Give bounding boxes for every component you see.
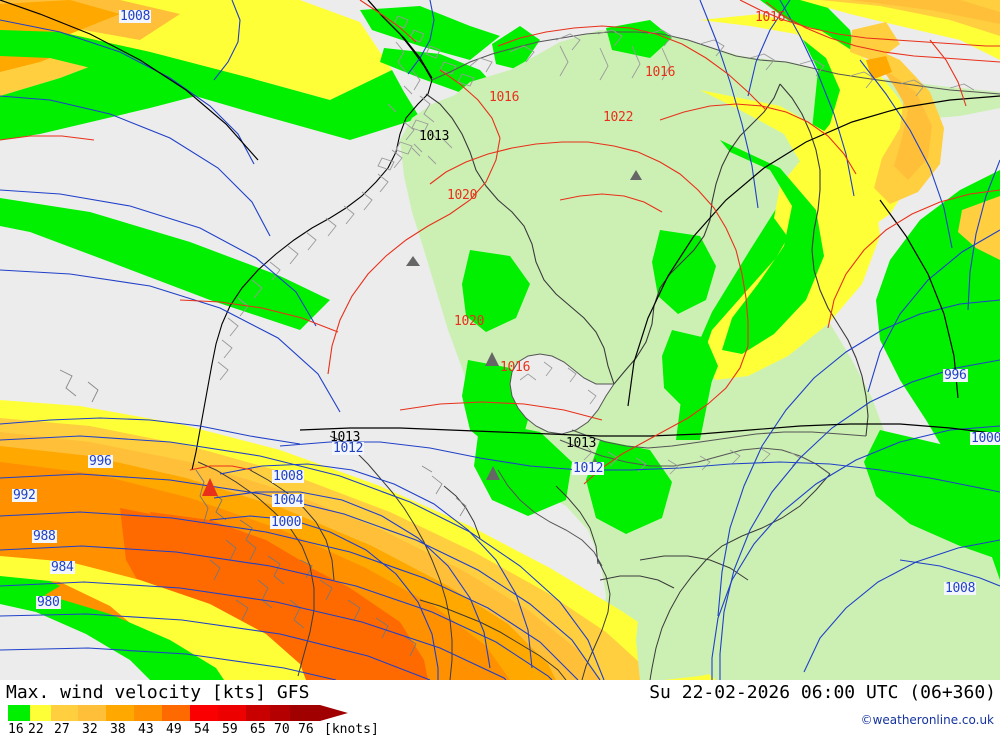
- legend-swatch: [8, 705, 30, 721]
- legend-tick: 65: [250, 722, 266, 737]
- isobar-label-1016-troms: 1016: [489, 90, 520, 105]
- legend-tick: 32: [82, 722, 98, 737]
- isobar-label-984: 984: [50, 560, 75, 575]
- isobar-label-1008-se: 1008: [944, 581, 977, 596]
- isobar-label-1008-dk: 1008: [272, 469, 305, 484]
- legend-tick: 22: [28, 722, 44, 737]
- legend-swatch: [162, 705, 190, 721]
- isobar-label-988: 988: [32, 529, 57, 544]
- product-title: Max. wind velocity [kts] GFS: [6, 682, 310, 703]
- isobar-label-1022: 1022: [603, 110, 634, 125]
- isobar-label-1016-ne: 1016: [755, 10, 786, 25]
- legend-tick: 27: [54, 722, 70, 737]
- map-footer: Max. wind velocity [kts] GFS Su 22-02-20…: [0, 680, 1000, 737]
- legend-arrow-tip: [290, 705, 348, 721]
- legend-tick: 16: [8, 722, 24, 737]
- valid-time-label: Su 22-02-2026 06:00 UTC (06+360): [649, 682, 996, 703]
- wind-speed-legend: 16 22 27 32 38 43 49 54 59 65 70 76 [knots]: [8, 705, 379, 737]
- legend-swatch: [134, 705, 162, 721]
- legend-tick: 54: [194, 722, 210, 737]
- isobar-label-1020-north: 1020: [447, 188, 478, 203]
- isobar-label-980: 980: [36, 595, 61, 610]
- isobar-label-1013-north: 1013: [419, 129, 450, 144]
- weather-map-canvas[interactable]: 1008 1016 1016 1016 1022 1013 1020 1020 …: [0, 0, 1000, 680]
- isobar-label-1012-east: 1012: [572, 461, 605, 476]
- map-graphics: [0, 0, 1000, 680]
- legend-unit-label: [knots]: [324, 722, 379, 737]
- isobar-label-1000-dk: 1000: [270, 515, 303, 530]
- legend-tick: 59: [222, 722, 238, 737]
- legend-color-bar: [8, 705, 348, 721]
- isobar-label-1013-west: 1013: [330, 430, 361, 445]
- legend-swatch: [106, 705, 134, 721]
- isobar-label-1004: 1004: [272, 493, 305, 508]
- legend-swatch: [30, 705, 51, 721]
- legend-swatch: [218, 705, 246, 721]
- isobar-label-1008-nw: 1008: [119, 9, 152, 24]
- legend-tick: 43: [138, 722, 154, 737]
- legend-swatch: [270, 705, 294, 721]
- isobar-label-1016-kola: 1016: [645, 65, 676, 80]
- legend-swatch: [246, 705, 270, 721]
- isobar-label-1020-south: 1020: [454, 314, 485, 329]
- legend-swatch: [78, 705, 106, 721]
- isobar-label-996-east: 996: [943, 368, 968, 383]
- legend-tick: 70: [274, 722, 290, 737]
- copyright-credit: ©weatheronline.co.uk: [860, 713, 994, 727]
- legend-swatch: [51, 705, 78, 721]
- isobar-label-1013-east: 1013: [566, 436, 597, 451]
- legend-swatch: [190, 705, 218, 721]
- legend-tick: 76: [298, 722, 314, 737]
- isobar-label-992: 992: [12, 488, 37, 503]
- isobar-label-1016-mid: 1016: [500, 360, 531, 375]
- isobar-label-1012-west: 1012: [332, 441, 365, 456]
- legend-tick: 49: [166, 722, 182, 737]
- isobar-label-1000-east: 1000: [970, 432, 1000, 445]
- legend-tick: 38: [110, 722, 126, 737]
- isobar-label-996-west: 996: [88, 454, 113, 469]
